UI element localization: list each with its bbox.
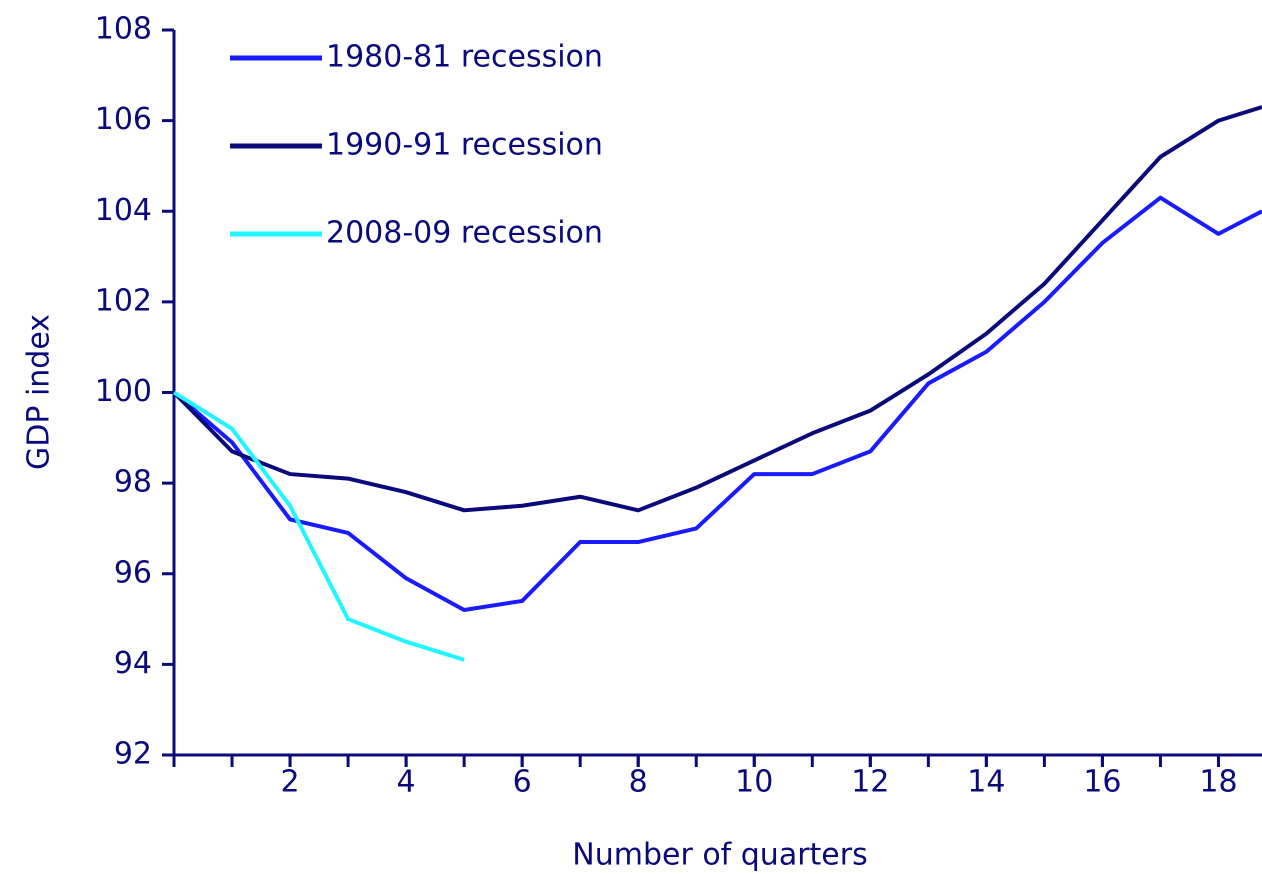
- x-tick-label: 4: [397, 765, 416, 800]
- x-tick-label: 18: [1199, 765, 1237, 800]
- y-tick-label: 106: [95, 102, 152, 137]
- x-tick-label: 8: [629, 765, 648, 800]
- y-tick-label: 102: [95, 283, 152, 318]
- y-axis-title: GDP index: [22, 314, 57, 470]
- x-tick-label: 12: [851, 765, 889, 800]
- y-tick-label: 104: [95, 193, 152, 228]
- series-line: [172, 105, 1262, 513]
- legend-label: 1980-81 recession: [326, 40, 603, 75]
- y-tick-label: 94: [114, 646, 152, 681]
- y-tick-label: 96: [114, 555, 152, 590]
- legend-label: 2008-09 recession: [326, 216, 603, 251]
- series-line: [172, 390, 465, 662]
- y-tick-label: 98: [114, 465, 152, 500]
- x-axis-title: Number of quarters: [572, 838, 867, 873]
- series-line: [172, 195, 1262, 612]
- legend-label: 1990-91 recession: [326, 128, 603, 163]
- x-tick-label: 2: [281, 765, 300, 800]
- x-tick-label: 14: [967, 765, 1005, 800]
- x-tick-label: 16: [1083, 765, 1121, 800]
- x-tick-label: 6: [513, 765, 532, 800]
- y-tick-label: 100: [95, 374, 152, 409]
- y-tick-label: 92: [114, 737, 152, 772]
- y-tick-label: 108: [95, 12, 152, 47]
- x-tick-label: 10: [735, 765, 773, 800]
